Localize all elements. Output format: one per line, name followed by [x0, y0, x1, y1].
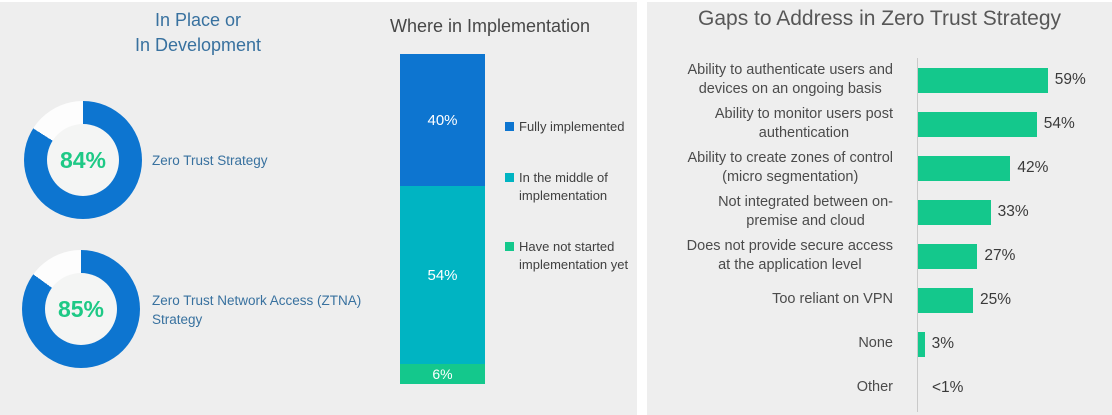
implementation-title: Where in Implementation: [389, 16, 591, 36]
category-label: Too reliant on VPN: [647, 278, 905, 322]
chart-row: Other <1%: [647, 366, 1112, 410]
donut-hole: 85%: [45, 273, 117, 345]
bar: [918, 243, 978, 269]
bar-segment-in-middle: 54%: [400, 186, 485, 365]
bar-cell: 42%: [905, 146, 1112, 190]
in-place-panel: In Place or In Development 84% Zero Trus…: [0, 2, 637, 415]
segment-value-label: 6%: [432, 366, 453, 383]
category-label-text: Ability to create zones of control (micr…: [687, 149, 893, 185]
donut-chart-ztna: 85%: [22, 250, 140, 368]
chart-row: Ability to authenticate users and device…: [647, 58, 1112, 102]
category-label-text: Ability to monitor users post authentica…: [714, 105, 893, 141]
bar: [918, 155, 1011, 181]
bar: [918, 111, 1037, 137]
category-label: Ability to authenticate users and device…: [647, 58, 905, 102]
donut-chart-zero-trust: 84%: [24, 101, 142, 219]
category-label-text: Not integrated between on- premise and c…: [718, 193, 893, 229]
bar: [918, 287, 973, 313]
category-label: None: [647, 322, 905, 366]
value-label: <1%: [932, 379, 964, 396]
chart-row: None 3%: [647, 322, 1112, 366]
category-label: Ability to monitor users post authentica…: [647, 102, 905, 146]
value-label: 42%: [1017, 159, 1049, 176]
value-label: 25%: [980, 291, 1012, 308]
bar-segment-fully-implemented: 40%: [400, 54, 485, 186]
bar-segment-not-started: 6%: [400, 364, 485, 384]
category-label-text: Too reliant on VPN: [772, 291, 893, 308]
donut-label-zero-trust: Zero Trust Strategy: [152, 153, 268, 168]
chart-row: Ability to create zones of control (micr…: [647, 146, 1112, 190]
value-label: 27%: [984, 247, 1016, 264]
donut-value: 85%: [57, 295, 105, 322]
donut-value: 84%: [59, 146, 107, 173]
legend-item: Fully implemented: [505, 118, 647, 136]
legend-swatch-icon: [505, 241, 514, 251]
chart-row: Ability to monitor users post authentica…: [647, 102, 1112, 146]
bar-cell: <1%: [905, 366, 1112, 410]
y-axis-line: [917, 58, 918, 412]
category-label: Does not provide secure access at the ap…: [647, 234, 905, 278]
legend-swatch-icon: [505, 172, 514, 182]
value-label: 3%: [931, 335, 954, 352]
segment-value-label: 54%: [427, 266, 458, 284]
category-label: Not integrated between on- premise and c…: [647, 190, 905, 234]
bar: [918, 331, 925, 357]
donut-label-ztna: Zero Trust Network Access (ZTNA) Strateg…: [152, 293, 362, 327]
donut-hole: 84%: [47, 124, 119, 196]
legend-label: Fully implemented: [519, 119, 625, 134]
legend-label: In the middle of implementation: [519, 169, 608, 203]
value-label: 54%: [1043, 115, 1075, 132]
segment-value-label: 40%: [427, 111, 458, 129]
bar: [918, 199, 991, 225]
category-label: Other: [647, 366, 905, 410]
chart-row: Too reliant on VPN 25%: [647, 278, 1112, 322]
implementation-legend: Fully implemented In the middle of imple…: [505, 118, 647, 274]
gaps-bar-chart: Ability to authenticate users and device…: [647, 58, 1112, 410]
legend-item: In the middle of implementation: [505, 169, 647, 205]
stacked-bar-chart: 40% 54% 6%: [400, 54, 485, 384]
legend-item: Have not started implementation yet: [505, 238, 647, 274]
bar-cell: 25%: [905, 278, 1112, 322]
category-label-text: Other: [856, 379, 893, 396]
category-label-text: None: [858, 335, 893, 352]
legend-swatch-icon: [505, 122, 514, 131]
legend-label: Have not started implementation yet: [519, 238, 629, 272]
category-label-text: Ability to authenticate users and device…: [687, 61, 893, 97]
bar-cell: 54%: [905, 102, 1112, 146]
value-label: 33%: [997, 203, 1029, 220]
category-label-text: Does not provide secure access at the ap…: [686, 237, 893, 273]
chart-row: Does not provide secure access at the ap…: [647, 234, 1112, 278]
category-label: Ability to create zones of control (micr…: [647, 146, 905, 190]
bar-cell: 33%: [905, 190, 1112, 234]
bar-cell: 27%: [905, 234, 1112, 278]
value-label: 59%: [1054, 71, 1086, 88]
gaps-title: Gaps to Address in Zero Trust Strategy: [698, 7, 1061, 30]
bar-cell: 59%: [905, 58, 1112, 102]
in-place-title: In Place or In Development: [134, 10, 262, 55]
chart-row: Not integrated between on- premise and c…: [647, 190, 1112, 234]
gaps-panel: Gaps to Address in Zero Trust Strategy A…: [647, 2, 1112, 415]
bar-cell: 3%: [905, 322, 1112, 366]
bar: [918, 67, 1048, 93]
